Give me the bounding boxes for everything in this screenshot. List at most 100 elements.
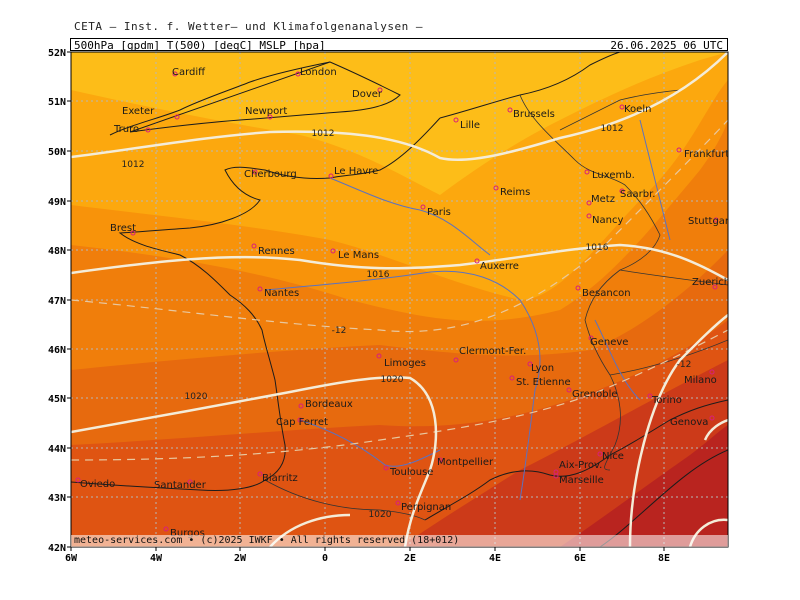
city-dot [295,71,301,77]
city-label: Brest [110,223,136,234]
city-label: Burgos [170,528,205,539]
longitude-axis: 6W 4W 2W 0 2E 4E 6E 8E [65,547,670,564]
city-dot [383,465,389,471]
city-marker: Koeln [619,104,651,115]
city-label: Grenoble [572,389,618,400]
city-marker: Bordeaux [298,399,353,410]
city-dot [257,471,263,477]
city-label: Perpignan [401,502,451,513]
city-marker: Lyon [527,361,554,374]
lon-tick-label: 8E [658,553,670,564]
city-label: Le Havre [334,166,378,177]
isobar-label: 1020 [381,375,404,385]
city-dot [377,87,383,93]
city-dot [187,479,193,485]
city-dot [330,248,336,254]
city-dot [145,127,151,133]
city-marker: Truro [113,124,151,135]
lat-tick-label: 49N [48,197,66,208]
lat-tick-label: 43N [48,493,66,504]
city-marker: Marseille [553,473,604,486]
city-dot [163,526,169,532]
city-label: Clermont-Fer. [459,346,526,357]
city-marker: Santander [154,479,207,491]
city-label: Milano [684,375,717,386]
city-dot [709,415,715,421]
isobar-label: 1016 [586,243,609,253]
lat-tick-label: 47N [48,296,66,307]
city-dot [709,369,715,375]
isobar-label: 1012 [312,129,335,139]
city-marker: Clermont-Fer. [453,346,526,363]
city-dot [420,204,426,210]
city-dot [509,375,515,381]
city-dot [172,71,178,77]
city-label: Toulouse [389,467,433,478]
city-dot [298,403,304,409]
city-dot [297,417,303,423]
city-dot [584,169,590,175]
city-marker: Metz [586,194,615,206]
city-label: Rennes [258,246,295,257]
city-dot [75,477,81,483]
city-label: Cherbourg [244,169,297,180]
copyright-footer: meteo-services.com • (c)2025 IWKF • All … [71,535,728,547]
city-label: St. Etienne [516,377,571,388]
city-marker: Le Mans [330,248,379,261]
isobars [71,52,728,547]
temperature-isolines [71,119,728,461]
city-marker: Paris [420,204,451,218]
city-label: Bordeaux [305,399,353,410]
city-label: Lille [460,120,480,131]
city-marker: Genova [670,415,715,428]
city-dot [586,200,592,206]
city-marker: Nancy [586,213,623,226]
city-marker: London [295,67,337,78]
city-label: Genova [670,417,708,428]
lon-tick-label: 2W [234,553,247,564]
city-label: Biarritz [262,473,298,484]
city-dot [588,335,594,341]
isobar-label: 1012 [122,160,145,170]
city-marker: Newport [245,106,287,120]
city-marker: Lille [453,117,480,131]
map-area: Cardiff London Exeter Newport Dover Truro Brus… [71,52,728,547]
city-label: Nancy [592,215,623,226]
city-label: Santander [154,480,207,491]
footer-text: meteo-services.com • (c)2025 IWKF • All … [74,535,460,546]
city-label: Geneve [590,337,628,348]
city-marker: Brest [110,223,136,236]
city-label: Montpellier [437,457,494,468]
city-label: Aix-Prov. [559,460,602,471]
city-marker: Stuttgart [688,216,728,227]
city-dot [566,387,572,393]
city-dot [493,185,499,191]
city-label: Auxerre [480,261,519,272]
city-label: Luxemb. [592,170,635,181]
city-label: Newport [245,106,287,117]
city-dot [453,357,459,363]
city-dot [647,393,653,399]
city-dot [257,286,263,292]
lat-tick-label: 42N [48,543,66,554]
city-label: London [300,67,337,78]
city-dot [527,361,533,367]
city-label: Nice [602,451,624,462]
city-marker: Milano [684,369,717,386]
lat-tick-label: 51N [48,97,66,108]
city-marker: Montpellier [437,457,494,468]
city-marker: Reims [493,185,530,198]
variable-legend: 500hPa [gpdm] T(500) [degC] MSLP [hpa] [74,39,326,52]
city-marker: Auxerre [474,258,519,272]
city-dot [713,217,719,223]
city-dot [453,117,459,123]
lon-tick-label: 4W [150,553,163,564]
city-marker: Nice [597,451,624,462]
city-dot [437,457,443,463]
city-label: Metz [591,194,615,205]
city-label: Truro [113,124,139,135]
city-marker: Torino [647,393,682,406]
city-dot [619,104,625,110]
city-marker: Zuerich [692,277,728,290]
